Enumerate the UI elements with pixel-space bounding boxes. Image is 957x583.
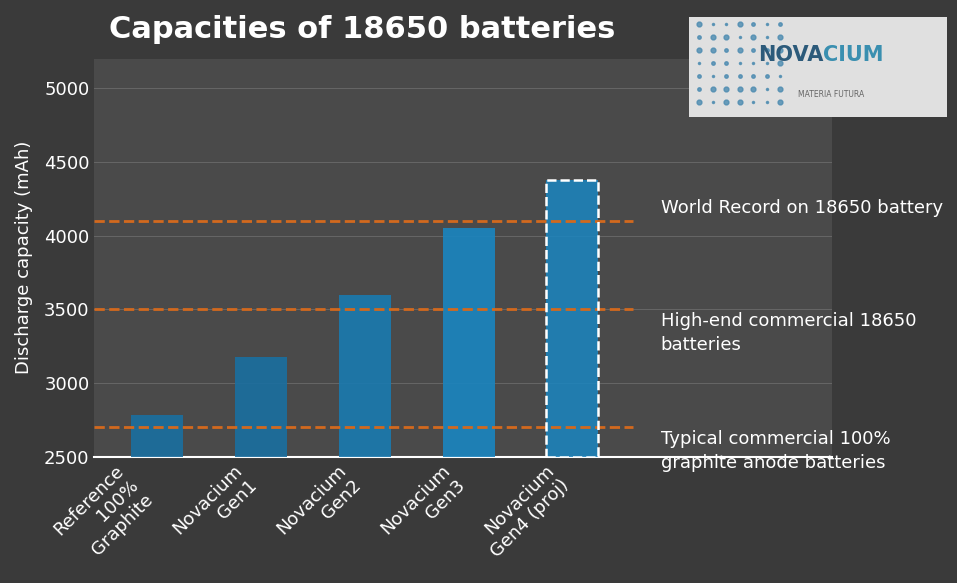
Bar [546,180,598,456]
Text: High-end commercial 18650
batteries: High-end commercial 18650 batteries [660,312,916,354]
Bar [131,416,183,583]
Text: NOVA: NOVA [758,45,823,65]
Bar [442,229,495,583]
Text: World Record on 18650 battery: World Record on 18650 battery [660,199,943,216]
Text: Capacities of 18650 batteries: Capacities of 18650 batteries [109,15,615,44]
Bar [234,357,287,583]
Bar [339,294,390,583]
Bar [546,180,598,583]
Text: CIUM: CIUM [823,45,884,65]
Text: Typical commercial 100%
graphite anode batteries: Typical commercial 100% graphite anode b… [660,430,890,472]
Y-axis label: Discharge capacity (mAh): Discharge capacity (mAh) [15,141,33,374]
Text: MATERIA FUTURA: MATERIA FUTURA [798,90,864,99]
